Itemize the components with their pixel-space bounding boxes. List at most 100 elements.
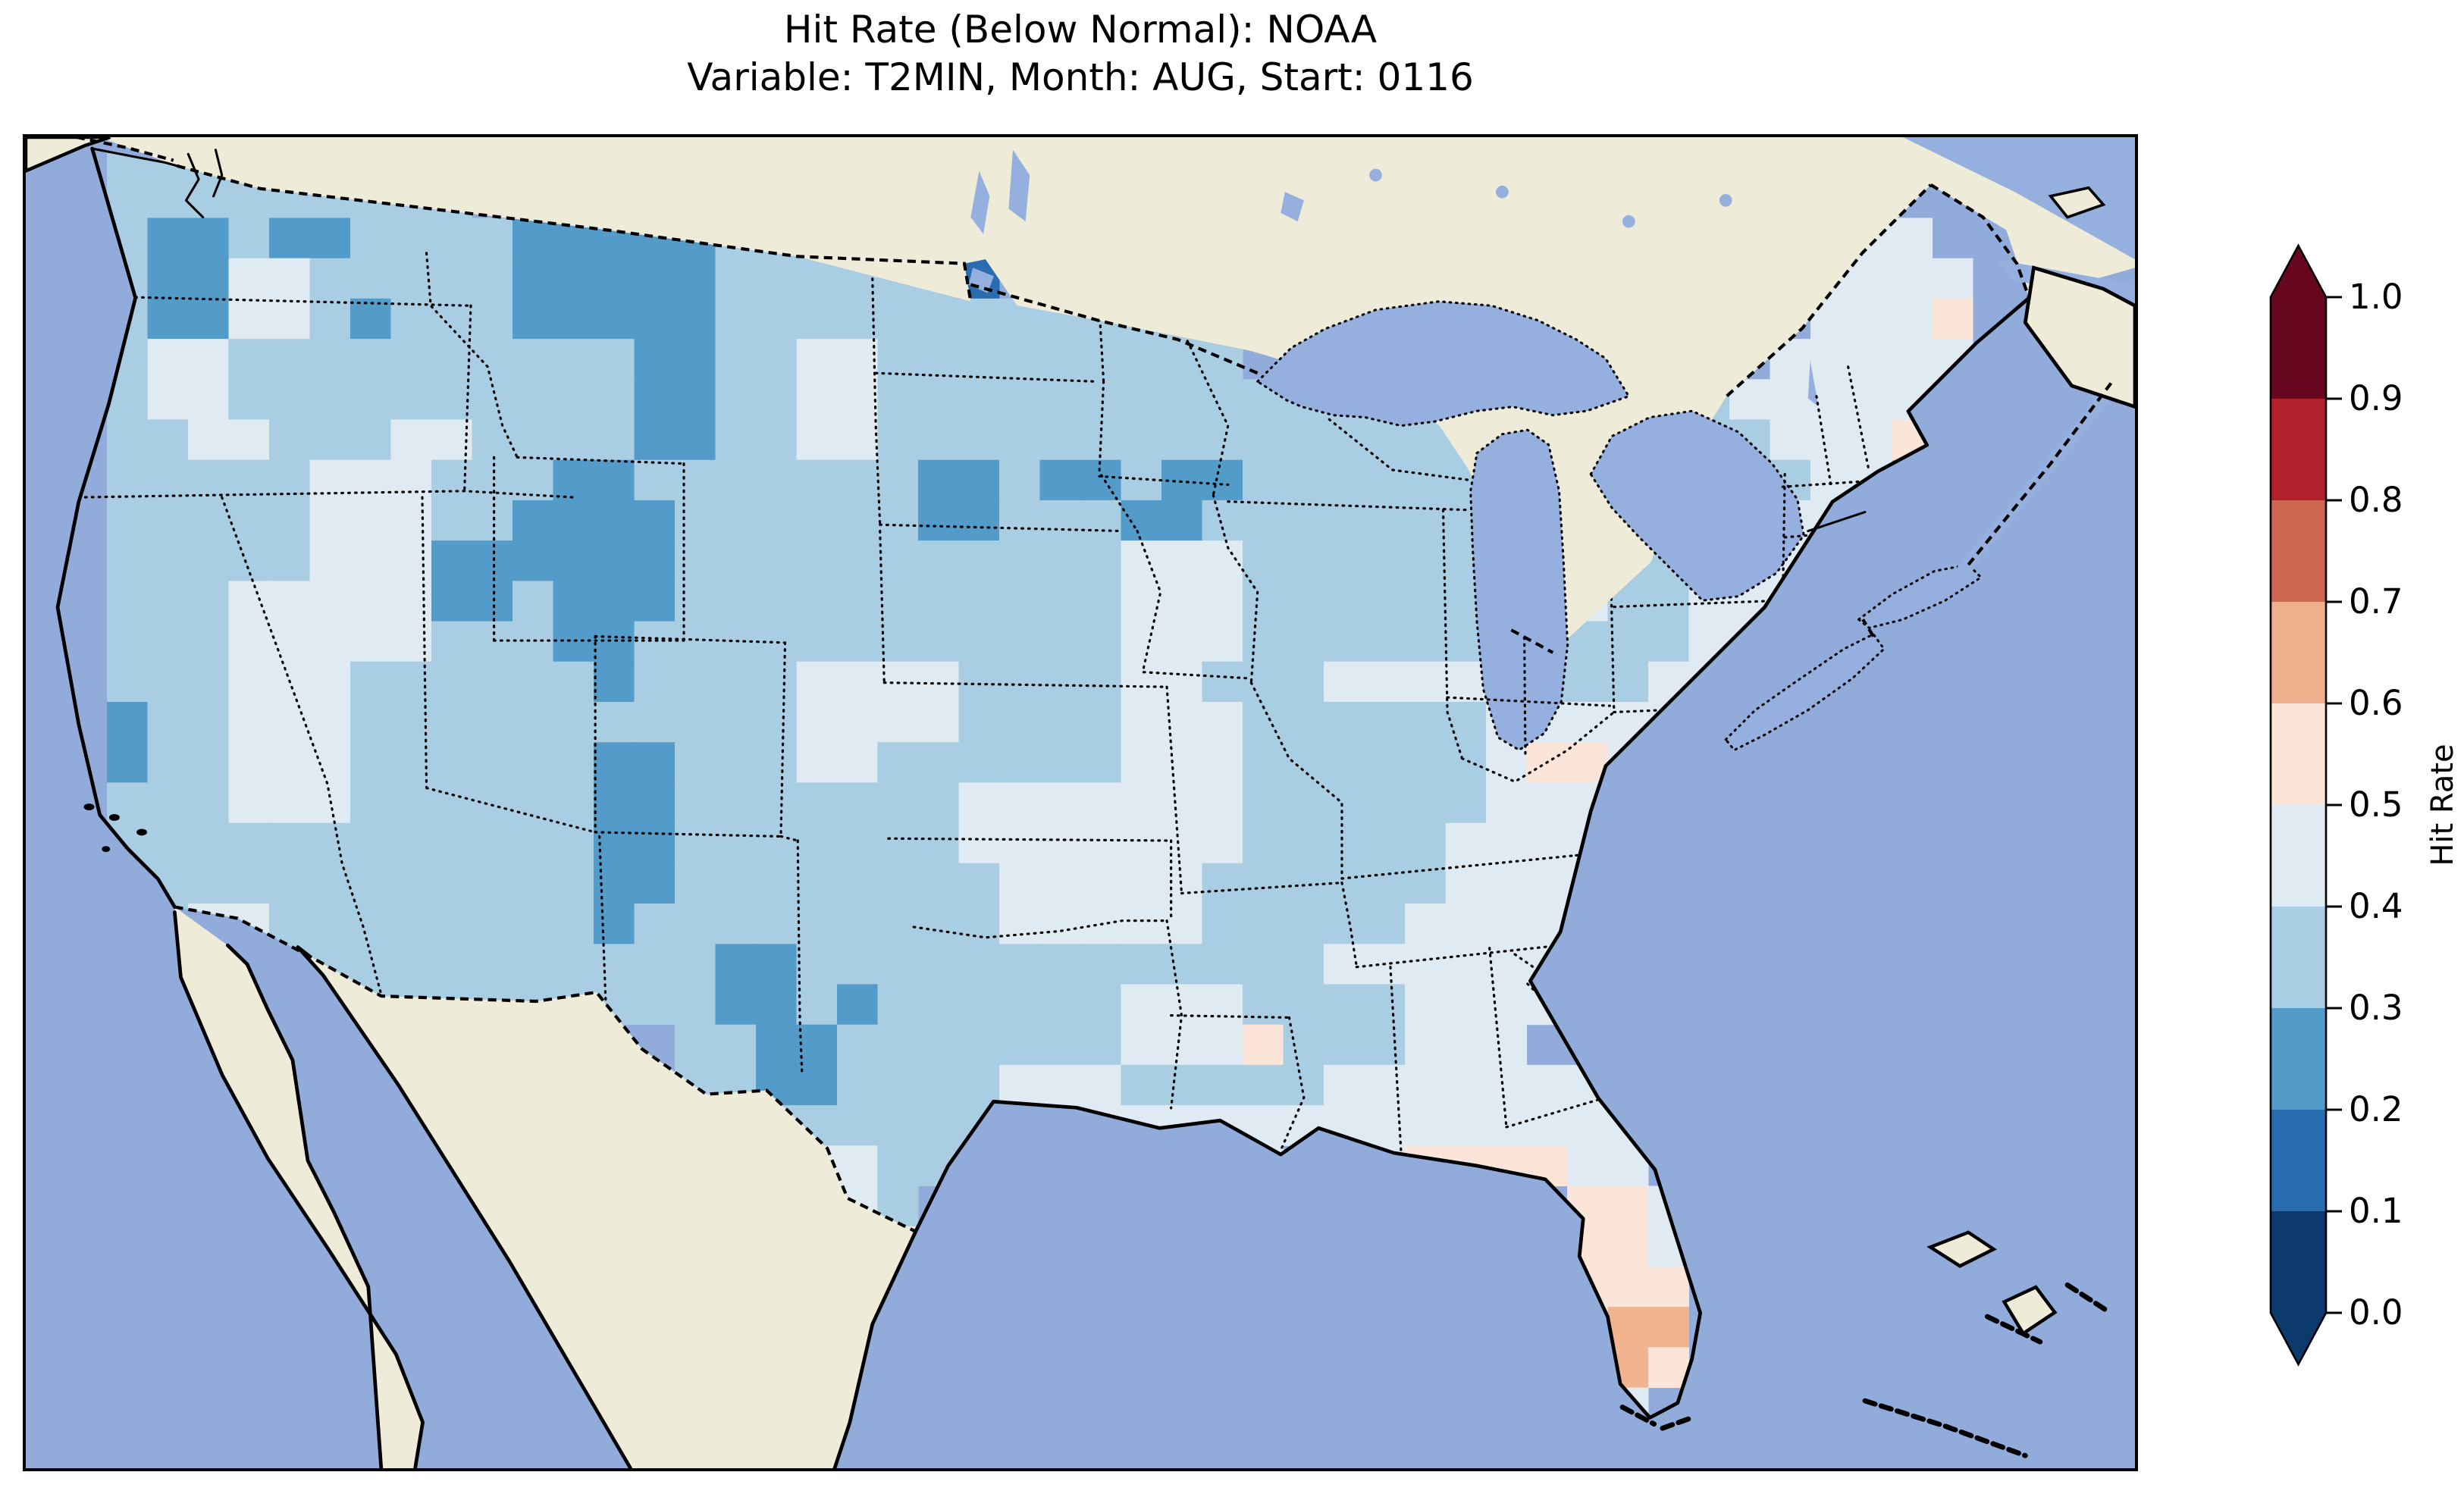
heatmap-cell <box>877 500 919 541</box>
heatmap-cell <box>837 782 879 824</box>
heatmap-cell <box>350 661 392 703</box>
heatmap-cell <box>350 419 392 461</box>
colorbar-tick-label: 0.1 <box>2349 1191 2403 1231</box>
colorbar-tick-label: 0.7 <box>2349 581 2403 622</box>
heatmap-cell <box>877 1064 919 1106</box>
heatmap-cell <box>228 258 270 299</box>
heatmap-cell <box>999 984 1041 1026</box>
heatmap-cell <box>634 581 676 622</box>
heatmap-cell <box>958 944 1000 985</box>
heatmap-cell <box>796 782 838 824</box>
heatmap-cell <box>350 581 392 622</box>
heatmap-cell <box>634 822 676 864</box>
heatmap-cell <box>1242 944 1284 985</box>
cuba-dashes <box>1862 1282 2112 1458</box>
heatmap-cell <box>472 782 513 824</box>
heatmap-cell <box>1323 621 1365 662</box>
mexico-coast <box>296 945 918 1468</box>
heatmap-cell <box>796 459 838 501</box>
heatmap-cell <box>1242 782 1284 824</box>
heatmap-cell <box>1364 822 1406 864</box>
heatmap-cell <box>715 742 757 783</box>
heatmap-cell <box>1242 500 1284 541</box>
heatmap-cell <box>999 863 1041 904</box>
heatmap-cell <box>715 298 757 340</box>
heatmap-cell <box>634 701 676 743</box>
heatmap-cell <box>472 258 513 299</box>
heatmap-cell <box>634 944 676 985</box>
heatmap-cell <box>999 581 1041 622</box>
heatmap-cell <box>999 621 1041 662</box>
heatmap-cell <box>1445 944 1487 985</box>
heatmap-cell <box>1161 742 1202 783</box>
heatmap-cell <box>268 379 310 420</box>
heatmap-cell <box>715 379 757 420</box>
heatmap-cell <box>1242 1064 1284 1106</box>
heatmap-cell <box>228 218 270 259</box>
heatmap-cell <box>228 540 270 581</box>
heatmap-cell <box>1323 1024 1365 1066</box>
heatmap-cell <box>147 177 189 218</box>
florida-keys-dashes <box>1619 1405 1695 1431</box>
heatmap-cell <box>513 379 554 420</box>
heatmap-cell <box>350 218 392 259</box>
colorbar-segment <box>2271 1008 2326 1110</box>
heatmap-cell <box>1202 701 1243 743</box>
heatmap-cell <box>1039 742 1081 783</box>
heatmap-cell <box>958 1024 1000 1066</box>
heatmap-cell <box>553 944 594 985</box>
heatmap-cell <box>958 863 1000 904</box>
heatmap-cell <box>674 540 716 581</box>
heatmap-cell <box>1770 419 1811 461</box>
heatmap-cell <box>1405 1024 1447 1066</box>
heatmap-cell <box>958 459 1000 501</box>
heatmap-cell <box>1486 863 1528 904</box>
heatmap-cell <box>755 742 797 783</box>
map-svg <box>26 137 2135 1468</box>
heatmap-cell <box>350 621 392 662</box>
colorbar-arrow-up <box>2271 246 2326 297</box>
heatmap-cell <box>228 782 270 824</box>
heatmap-cell <box>715 540 757 581</box>
heatmap-cell <box>1851 339 1892 380</box>
heatmap-cell <box>309 661 351 703</box>
heatmap-cell <box>228 661 270 703</box>
heatmap-cell <box>1202 1024 1243 1066</box>
heatmap-cell <box>634 540 676 581</box>
heatmap-cell <box>390 379 432 420</box>
heatmap-cell <box>593 459 635 501</box>
heatmap-cell <box>513 500 554 541</box>
heatmap-cell <box>715 258 757 299</box>
heatmap-cell <box>513 621 554 662</box>
heatmap-cell <box>999 1064 1041 1106</box>
heatmap-cell <box>1202 863 1243 904</box>
heatmap-cell <box>1080 984 1121 1026</box>
heatmap-cell <box>1405 1105 1447 1146</box>
heatmap-cell <box>147 661 189 703</box>
heatmap-cell <box>715 661 757 703</box>
heatmap-cell <box>999 1024 1041 1066</box>
heatmap-cell <box>837 904 879 944</box>
heatmap-cell <box>228 863 270 904</box>
heatmap-cell <box>1405 1064 1447 1106</box>
heatmap-cell <box>513 339 554 380</box>
heatmap-cell <box>513 419 554 461</box>
heatmap-cell <box>1445 782 1487 824</box>
heatmap-cell <box>755 1024 797 1066</box>
heatmap-cell <box>1242 459 1284 501</box>
heatmap-cell <box>1607 661 1649 703</box>
heatmap-cell <box>1283 500 1324 541</box>
heatmap-cell <box>187 661 229 703</box>
heatmap-cell <box>999 742 1041 783</box>
heatmap-cell <box>877 822 919 864</box>
heatmap-cell <box>837 419 879 461</box>
heatmap-cell <box>147 298 189 340</box>
heatmap-cell <box>796 500 838 541</box>
heatmap-cell <box>472 419 513 461</box>
heatmap-cell <box>877 701 919 743</box>
heatmap-cell <box>147 701 189 743</box>
heatmap-cell <box>837 984 879 1026</box>
baja-coast <box>173 910 425 1468</box>
lake-michigan <box>1469 428 1569 752</box>
colorbar-segment <box>2271 297 2326 399</box>
